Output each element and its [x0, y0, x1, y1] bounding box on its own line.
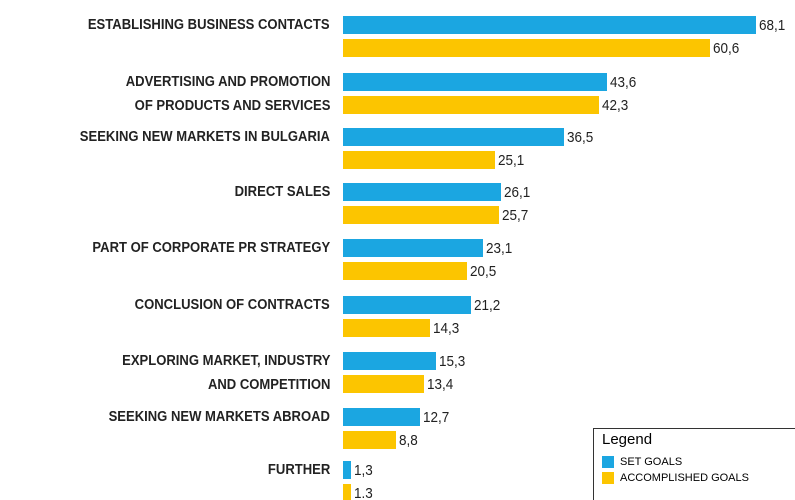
- value-label: 14,3: [432, 320, 459, 337]
- legend-title: Legend: [602, 431, 653, 448]
- value-label: 12,7: [422, 409, 450, 426]
- value-label: 36,5: [567, 129, 594, 146]
- bar: [343, 375, 425, 393]
- category-label: ADVERTISING AND PROMOTION OF PRODUCTS AN…: [125, 74, 330, 114]
- bar: [343, 431, 397, 449]
- category-label: SEEKING NEW MARKETS ABROAD: [108, 409, 330, 425]
- bar: [343, 352, 436, 370]
- value-label: 21,2: [474, 297, 501, 314]
- bar: [343, 319, 430, 337]
- bar: [343, 461, 351, 479]
- category-label: CONCLUSION OF CONTRACTS: [134, 297, 330, 313]
- bar: [343, 296, 472, 314]
- category-label: DIRECT SALES: [234, 184, 330, 200]
- category-label: SEEKING NEW MARKETS IN BULGARIA: [79, 129, 330, 145]
- bar: [343, 39, 711, 57]
- bar: [343, 128, 565, 146]
- bar: [343, 262, 468, 280]
- bar: [343, 73, 608, 91]
- value-label: 8,8: [399, 432, 419, 449]
- bar: [343, 408, 420, 426]
- bar: [343, 151, 496, 169]
- value-label: 1.3: [353, 485, 373, 500]
- bar: [343, 206, 499, 224]
- legend-swatch: [602, 472, 614, 484]
- legend: Legend SET GOALS ACCOMPLISHED GOALS: [593, 428, 795, 500]
- bar: [343, 239, 483, 257]
- bar: [343, 96, 600, 114]
- value-label: 42,3: [602, 97, 629, 114]
- value-label: 68,1: [758, 17, 785, 34]
- value-label: 23,1: [485, 240, 513, 257]
- bar: [343, 183, 502, 201]
- value-label: 20,5: [470, 263, 497, 280]
- legend-label: SET GOALS: [620, 456, 683, 468]
- value-label: 25,1: [498, 152, 525, 169]
- category-label: ESTABLISHING BUSINESS CONTACTS: [88, 17, 330, 33]
- bar: [343, 16, 756, 34]
- category-label: FURTHER: [267, 462, 330, 478]
- value-label: 26,1: [504, 184, 531, 201]
- value-label: 15,3: [438, 353, 465, 370]
- bar: [343, 484, 351, 500]
- category-label: PART OF CORPORATE PR STRATEGY: [92, 240, 330, 256]
- category-label: EXPLORING MARKET, INDUSTRY AND COMPETITI…: [121, 353, 330, 393]
- legend-swatch: [602, 456, 614, 468]
- value-label: 43,6: [610, 74, 637, 91]
- value-label: 60,6: [713, 40, 740, 57]
- value-label: 1,3: [353, 462, 373, 479]
- value-label: 25,7: [501, 207, 529, 224]
- value-label: 13,4: [427, 376, 454, 393]
- legend-label: ACCOMPLISHED GOALS: [620, 472, 749, 484]
